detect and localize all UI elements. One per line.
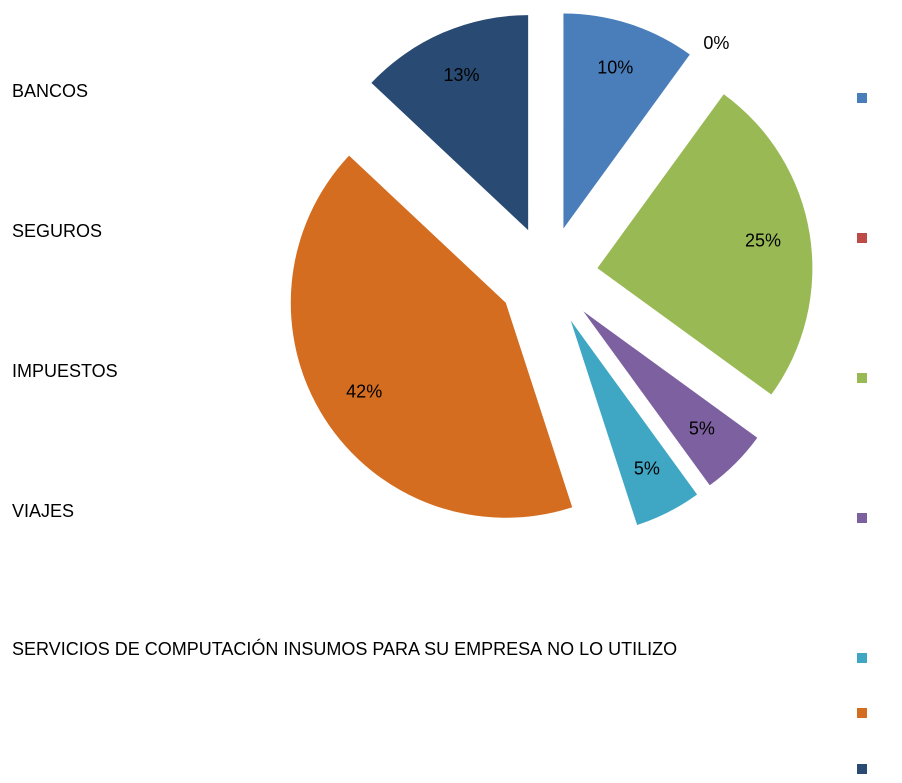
pie-slice (290, 155, 573, 518)
data-label: 25% (745, 231, 781, 251)
legend-swatch (857, 233, 867, 243)
legend-swatch (857, 513, 867, 523)
pie-slice (570, 320, 698, 526)
pie: 10% 0% 25% 5% 5% 42% 13% (290, 13, 813, 526)
legend-swatch (857, 764, 867, 774)
legend-label: VIAJES (12, 501, 74, 521)
pie-slice (583, 311, 758, 486)
legend-swatch (857, 708, 867, 718)
pie-slice (597, 94, 813, 395)
data-label: 0% (703, 33, 729, 53)
data-label: 5% (634, 459, 660, 479)
data-label: 13% (444, 65, 480, 85)
data-label: 42% (346, 381, 382, 401)
legend-label: IMPUESTOS (12, 361, 118, 381)
legend-swatch (857, 373, 867, 383)
legend-label: SEGUROS (12, 221, 102, 241)
legend-label: BANCOS (12, 81, 88, 101)
data-label: 10% (597, 58, 633, 78)
legend-swatch (857, 653, 867, 663)
data-label: 5% (689, 419, 715, 439)
legend-label-line: SERVICIOS DE COMPUTACIÓN INSUMOS PARA SU … (12, 638, 677, 659)
legend: BANCOS SEGUROS IMPUESTOS VIAJES SERVICIOS DE… (12, 81, 867, 774)
legend-swatch (857, 93, 867, 103)
legend-label: SERVICIOS DE COMPUTACIÓN (12, 638, 278, 659)
pie-slice (371, 15, 529, 231)
pie-slice (577, 61, 704, 236)
legend-label: NO LO UTILIZO (547, 639, 677, 659)
pie-slice (563, 13, 690, 229)
legend-label: INSUMOS PARA SU EMPRESA (283, 639, 542, 659)
